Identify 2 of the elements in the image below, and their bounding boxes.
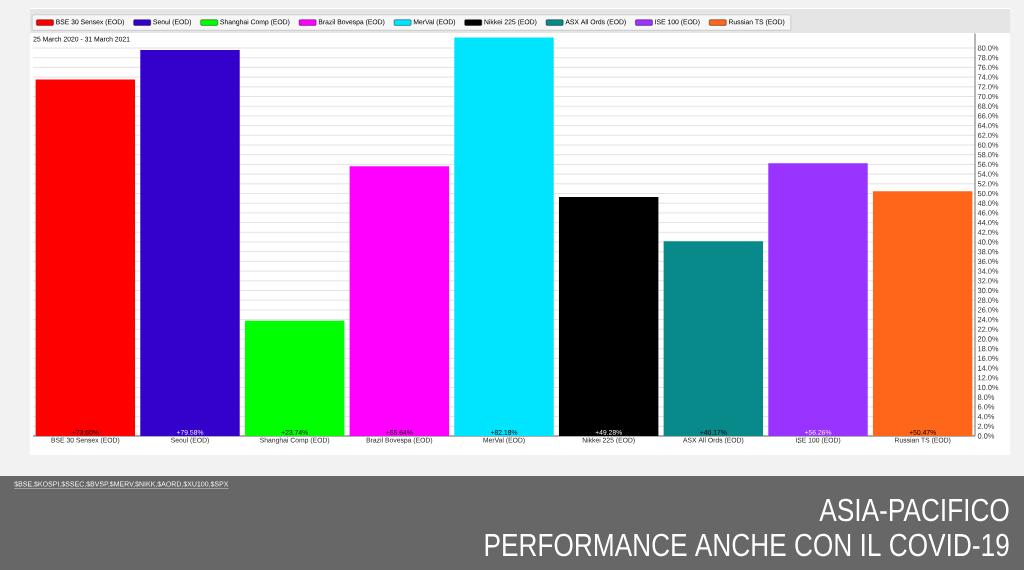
text: ASIA-PACIFICO: [819, 498, 1009, 522]
text: PERFORMANCE ANCHE CON IL COVID-19: [485, 533, 1009, 557]
